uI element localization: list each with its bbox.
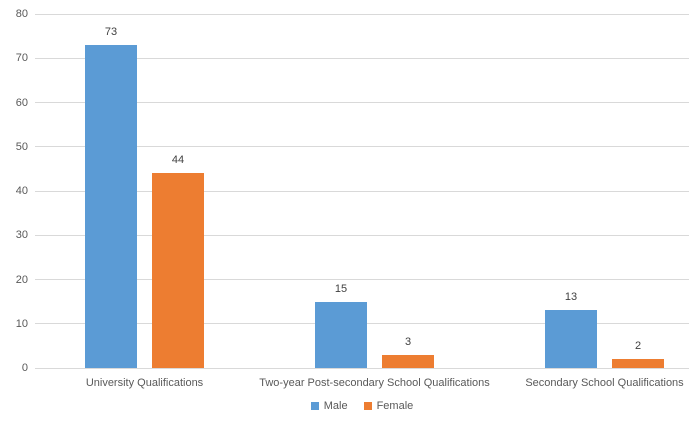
data-label-male-category-1: 73	[104, 25, 118, 38]
gridline	[35, 190, 689, 192]
x-axis-line	[35, 367, 689, 369]
y-axis-tick-label: 80	[15, 8, 28, 20]
data-label-male-category-3: 13	[564, 291, 578, 304]
category-label-2: Two-year Post-secondary School Qualifica…	[259, 377, 490, 389]
y-axis-tick-label: 0	[21, 362, 28, 374]
gridline	[35, 279, 689, 280]
bar-female-category-2	[382, 354, 434, 368]
bar-male-category-2	[315, 301, 367, 368]
y-axis-tick-label: 50	[15, 140, 28, 153]
category-label-3: Secondary School Qualifications	[525, 377, 684, 389]
y-axis-tick-label: 60	[15, 96, 28, 109]
data-label-female-category-2: 3	[404, 335, 412, 348]
legend-item-male: Male	[310, 399, 348, 413]
y-axis-tick-label: 10	[15, 317, 28, 330]
category-label-1: University Qualifications	[85, 377, 204, 389]
gridline	[35, 146, 689, 148]
bar-female-category-3	[612, 359, 664, 368]
gridline	[35, 234, 689, 236]
data-label-male-category-2: 15	[334, 282, 348, 295]
gridline	[35, 102, 689, 103]
data-label-female-category-3: 2	[634, 340, 642, 353]
y-axis-tick-label: 70	[15, 52, 28, 65]
legend-label-female: Female	[376, 400, 414, 412]
y-axis-tick-label: 30	[15, 229, 28, 242]
gridline	[35, 13, 689, 15]
y-axis-tick-label: 20	[15, 273, 28, 286]
gridline	[35, 57, 689, 59]
bar-female-category-1	[152, 173, 204, 368]
bar-male-category-1	[85, 44, 137, 368]
data-label-female-category-1: 44	[171, 154, 185, 167]
legend-label-male: Male	[323, 400, 348, 412]
bar-male-category-3	[545, 310, 597, 368]
legend-swatch-male-icon	[310, 402, 319, 410]
y-axis-tick-label: 40	[15, 185, 28, 197]
legend: Male Female	[35, 399, 689, 413]
legend-swatch-female-icon	[363, 402, 372, 410]
legend-item-female: Female	[363, 399, 414, 413]
